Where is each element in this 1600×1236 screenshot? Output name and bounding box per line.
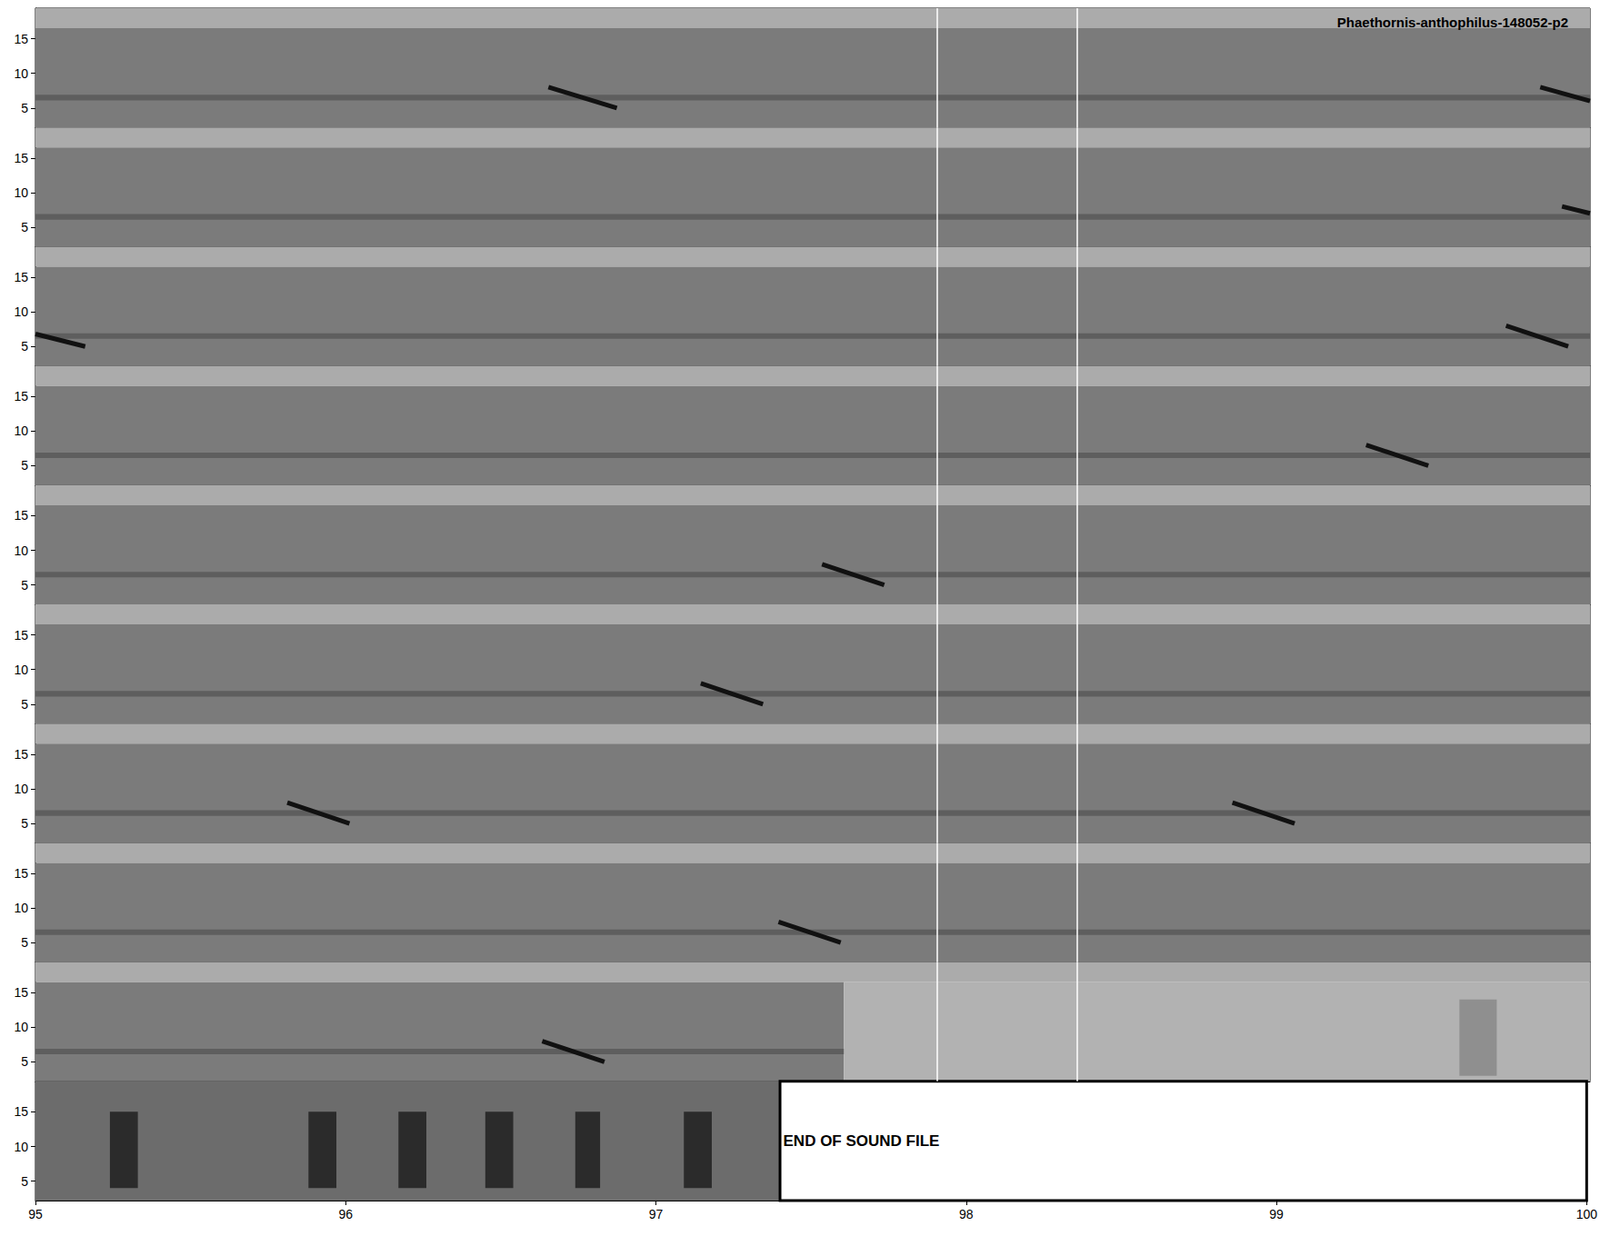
svg-text:5: 5	[20, 1174, 29, 1190]
svg-text:Phaethornis-anthophilus-148052: Phaethornis-anthophilus-148052-p2	[1337, 14, 1569, 30]
svg-text:10: 10	[13, 185, 29, 200]
svg-text:10: 10	[13, 1140, 29, 1155]
svg-text:5: 5	[20, 697, 29, 712]
svg-text:5: 5	[20, 458, 29, 473]
svg-text:5: 5	[20, 935, 29, 950]
svg-text:99: 99	[1269, 1207, 1284, 1222]
svg-text:5: 5	[20, 100, 29, 116]
svg-text:98: 98	[959, 1207, 974, 1222]
svg-text:97: 97	[649, 1207, 664, 1222]
svg-text:10: 10	[13, 423, 29, 439]
svg-text:100: 100	[1576, 1207, 1599, 1222]
svg-text:15: 15	[13, 985, 29, 1000]
svg-text:15: 15	[13, 150, 29, 166]
svg-text:5: 5	[20, 816, 29, 831]
svg-text:10: 10	[13, 304, 29, 320]
svg-text:10: 10	[13, 1020, 29, 1035]
svg-text:15: 15	[13, 628, 29, 643]
svg-text:5: 5	[20, 1054, 29, 1070]
svg-text:5: 5	[20, 339, 29, 354]
svg-text:10: 10	[13, 543, 29, 559]
svg-text:END OF SOUND FILE: END OF SOUND FILE	[783, 1132, 940, 1150]
svg-text:15: 15	[13, 270, 29, 285]
svg-text:10: 10	[13, 900, 29, 916]
svg-text:15: 15	[13, 747, 29, 762]
svg-text:15: 15	[13, 866, 29, 881]
svg-text:5: 5	[20, 220, 29, 235]
svg-text:95: 95	[28, 1207, 43, 1222]
svg-text:10: 10	[13, 781, 29, 797]
svg-text:15: 15	[13, 31, 29, 47]
svg-text:15: 15	[13, 508, 29, 523]
svg-text:15: 15	[13, 1104, 29, 1120]
svg-text:10: 10	[13, 662, 29, 678]
svg-text:10: 10	[13, 66, 29, 81]
svg-text:96: 96	[338, 1207, 353, 1222]
svg-text:5: 5	[20, 578, 29, 593]
svg-text:15: 15	[13, 389, 29, 404]
